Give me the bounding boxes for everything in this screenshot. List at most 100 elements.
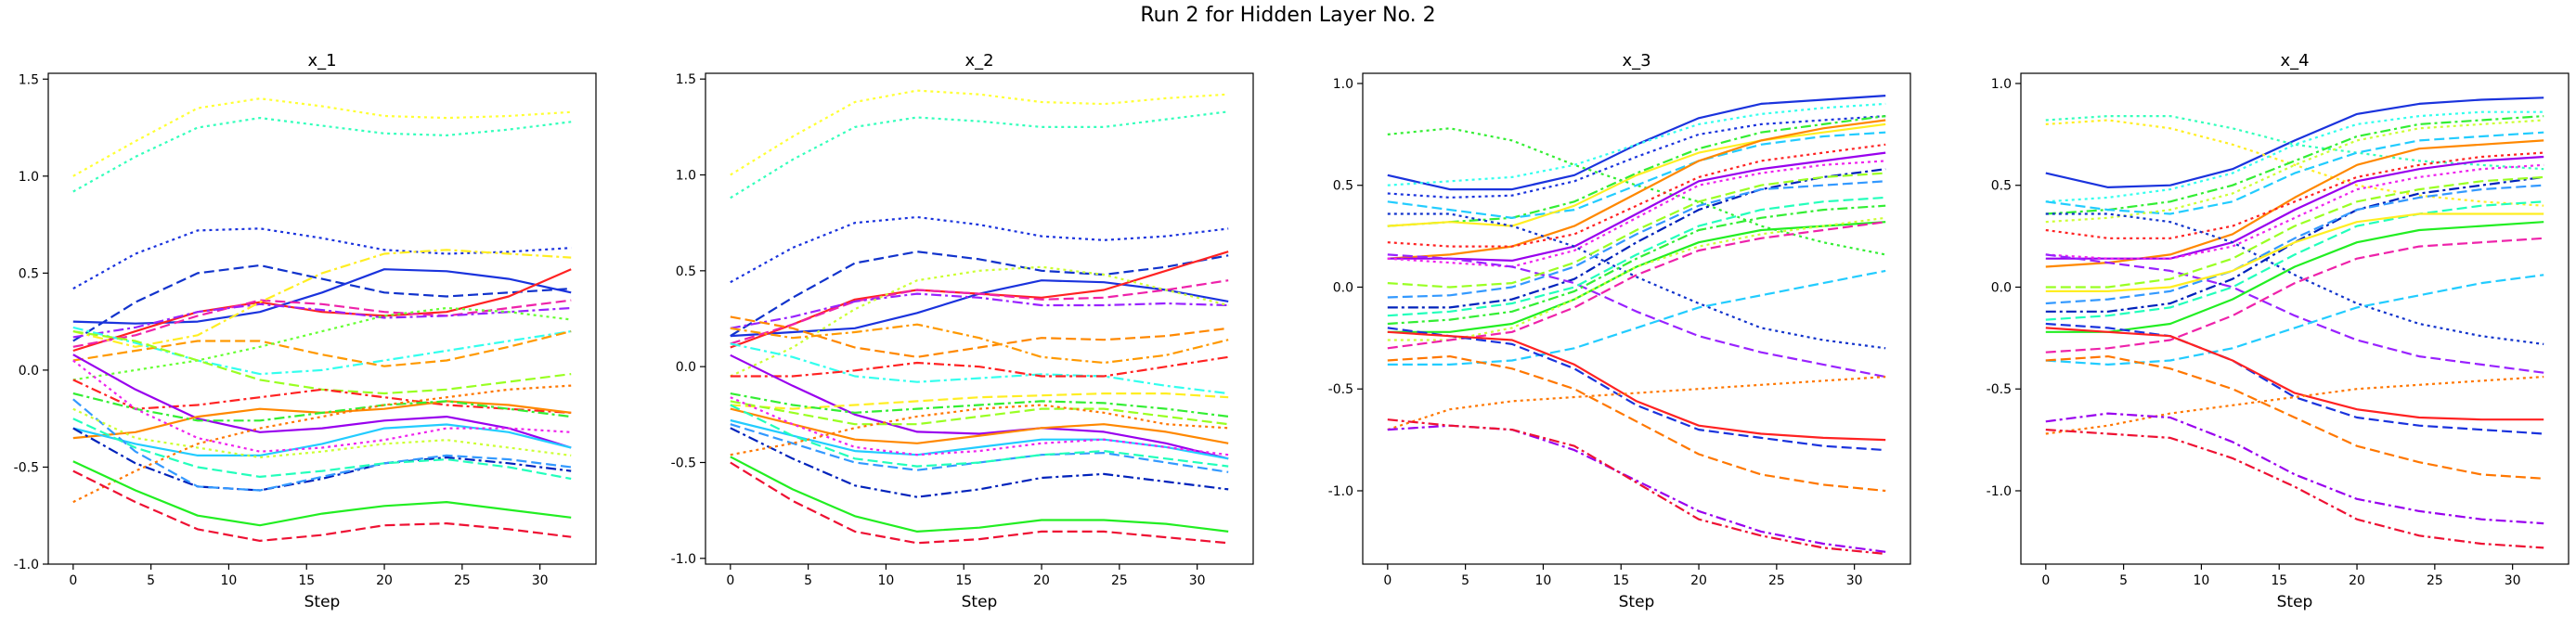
series-line-22: [72, 407, 572, 459]
x-tick-label: 25: [2427, 573, 2443, 588]
x-tick-label: 30: [1189, 573, 1206, 588]
subplot-x-4: 0 5 10 15 20 25 30 -1.0 -0.5 0.0 0.5 1.0 x_4 Step: [1987, 51, 2570, 611]
x-tick-label: 15: [1612, 573, 1629, 588]
x-tick-label: 10: [878, 573, 895, 588]
series-line-14: [1387, 253, 1886, 379]
series-line-5: [730, 279, 1229, 338]
series-line-17: [730, 400, 1229, 426]
y-tick-label: -0.5: [14, 460, 39, 475]
series-line-25: [72, 460, 572, 527]
subplot-title: x_3: [1622, 51, 1650, 71]
series-line-27: [1387, 424, 1886, 553]
x-tick-label: 15: [298, 573, 315, 588]
series-line-1: [2045, 96, 2544, 188]
series-line-20: [2045, 237, 2544, 353]
series-group: [2045, 96, 2544, 549]
series-line-16: [1387, 196, 1886, 317]
series-line-25: [2045, 376, 2544, 435]
series-line-13: [1387, 212, 1886, 350]
series-line-5: [72, 268, 572, 325]
axes-frame: [2020, 72, 2570, 565]
series-line-18: [1387, 204, 1886, 326]
series-line-11: [2045, 151, 2544, 239]
series-line-12: [72, 306, 572, 381]
y-tick-label: 0.5: [1333, 179, 1353, 194]
series-line-24: [1387, 330, 1886, 442]
series-line-9: [72, 249, 572, 348]
series-line-15: [1387, 172, 1886, 289]
series-line-19: [72, 427, 572, 492]
series-line-12: [730, 342, 1229, 395]
series-line-17: [72, 423, 572, 456]
subplot-title: x_2: [964, 51, 993, 71]
series-line-26: [1387, 376, 1886, 431]
series-line-9: [1387, 151, 1886, 262]
series-line-4: [72, 264, 572, 342]
y-tick-label: 1.5: [676, 72, 696, 87]
y-tick-label: -1.0: [1328, 484, 1353, 499]
series-line-24: [72, 384, 572, 504]
axes-frame: [1362, 72, 1911, 565]
series-line-10: [730, 315, 1229, 358]
series-line-22: [730, 404, 1229, 468]
subplot-title: x_1: [307, 51, 336, 71]
y-tick-label: 0.5: [19, 266, 39, 281]
series-line-12: [2045, 212, 2544, 345]
x-tick-label: 20: [1033, 573, 1050, 588]
y-tick-label: 0.0: [676, 360, 696, 375]
series-line-11: [730, 323, 1229, 365]
series-line-13: [2045, 253, 2544, 374]
series-line-6: [2045, 131, 2544, 215]
series-line-21: [72, 359, 572, 453]
series-line-21: [2045, 274, 2544, 366]
series-line-23: [72, 418, 572, 481]
series-group: [72, 97, 572, 543]
y-tick-label: -0.5: [1328, 382, 1353, 397]
x-tick-label: 0: [69, 573, 77, 588]
y-tick-label: 1.0: [1333, 77, 1353, 92]
x-tick-label: 30: [2505, 573, 2521, 588]
series-line-18: [72, 392, 572, 422]
y-tick-label: 1.0: [676, 169, 696, 184]
series-line-23: [2045, 327, 2544, 421]
series-line-5: [1387, 115, 1886, 227]
y-tick-label: 0.0: [1991, 280, 2012, 295]
x-tick-label: 5: [1461, 573, 1469, 588]
x-tick-label: 5: [147, 573, 155, 588]
series-line-7: [72, 299, 572, 348]
series-line-7: [1387, 122, 1886, 227]
y-tick-label: 0.5: [676, 264, 696, 279]
y-tick-label: 0.0: [19, 364, 39, 379]
y-tick-label: -0.5: [1987, 382, 2012, 397]
series-line-2: [730, 110, 1229, 199]
y-tick-label: -1.0: [1987, 484, 2012, 499]
x-tick-label: 25: [1111, 573, 1128, 588]
axes-frame: [47, 72, 597, 565]
y-tick-label: 1.5: [19, 72, 39, 87]
series-line-23: [1387, 327, 1886, 452]
y-tick-label: 0.0: [1333, 280, 1353, 295]
series-line-25: [1387, 355, 1886, 493]
series-line-27: [2045, 429, 2544, 549]
series-line-1: [730, 89, 1229, 176]
series-line-11: [1387, 168, 1886, 309]
series-line-18: [2045, 221, 2544, 333]
subplot-x-2: 0 5 10 15 20 25 30 -1.0 -0.5 0.0 0.5 1.0 1.5 x_2 Step: [671, 51, 1254, 611]
x-tick-label: 30: [1846, 573, 1863, 588]
series-line-6: [1387, 131, 1886, 219]
x-tick-label: 0: [1383, 573, 1392, 588]
series-line-5: [2045, 115, 2544, 215]
series-line-14: [2045, 175, 2544, 313]
series-line-26: [2045, 412, 2544, 525]
series-line-26: [730, 461, 1229, 545]
y-tick-label: -1.0: [671, 552, 696, 567]
y-tick-label: 0.5: [1991, 179, 2012, 194]
x-axis-label: Step: [962, 593, 998, 611]
series-line-13: [72, 330, 572, 395]
series-line-10: [72, 326, 572, 376]
series-line-3: [1387, 102, 1886, 186]
series-line-7: [2045, 119, 2544, 224]
axes-frame: [705, 72, 1254, 565]
series-line-8: [730, 292, 1229, 329]
x-tick-label: 5: [804, 573, 812, 588]
